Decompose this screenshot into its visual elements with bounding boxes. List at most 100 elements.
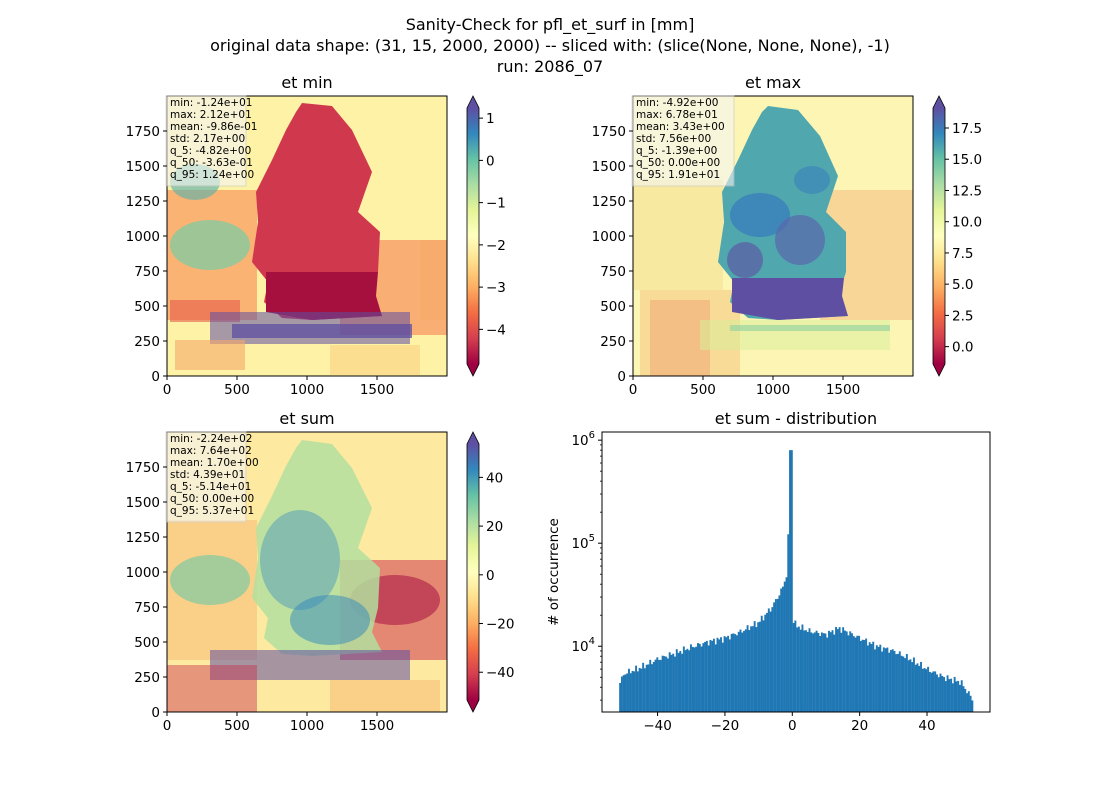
histogram-bar (905, 653, 908, 712)
histogram-bar (753, 621, 756, 712)
histogram-bar (849, 631, 852, 712)
histogram-bar (799, 629, 802, 712)
histogram-bar (643, 668, 646, 712)
histogram-bar (898, 651, 901, 712)
histogram-bar (679, 650, 682, 712)
histogram-bar (886, 647, 889, 712)
histogram-bar (856, 635, 859, 712)
y-tick-label: 0 (151, 369, 160, 385)
histogram-bar (889, 650, 892, 712)
histogram-bar (854, 637, 857, 712)
figure-title-line-1: Sanity-Check for pfl_et_surf in [mm] (406, 15, 695, 35)
histogram-bar (943, 677, 945, 712)
histogram-bar (960, 680, 963, 712)
y-tick-label: 250 (134, 670, 160, 686)
histogram-bar (950, 678, 953, 712)
colorbar-tick-label: 0.0 (952, 340, 973, 356)
histogram-bar (845, 631, 848, 712)
y-tick-label: 1000 (126, 565, 160, 581)
panel-et-sum-distribution: et sum - distribution −40 −20 0 20 40 104 105 1… (546, 409, 991, 734)
stat-mean: mean: -9.86e-01 (170, 121, 257, 133)
histogram-bars (619, 450, 974, 712)
histogram-bar (822, 633, 825, 712)
histogram-bar (868, 642, 871, 712)
panel-et-min: et min min: -1.24e+01 max: 2.12e+01 mean… (126, 73, 506, 398)
histogram-bar (693, 647, 696, 712)
histogram-bar (870, 643, 873, 712)
histogram-bar (859, 640, 862, 712)
histogram-bar (773, 602, 776, 712)
histogram-bar (881, 651, 884, 712)
histogram-bar (651, 664, 653, 712)
histogram-bar (817, 632, 820, 712)
histogram-bar (927, 666, 930, 712)
stat-mean: mean: 3.43e+00 (636, 121, 725, 133)
panel-et-max-title: et max (745, 73, 801, 92)
stat-min: min: -4.92e+00 (636, 97, 718, 109)
histogram-bar (652, 661, 655, 712)
histogram-bar (787, 534, 790, 712)
panel-et-max-stats: min: -4.92e+00 max: 6.78e+01 mean: 3.43e… (631, 95, 735, 187)
histogram-bar (766, 612, 768, 712)
histogram-bar (759, 621, 761, 712)
y-tick-label: 1500 (126, 495, 160, 511)
histogram-bar (647, 664, 650, 712)
colorbar-tick-label: 10.0 (952, 215, 982, 231)
histogram-bar (833, 634, 836, 712)
histogram-bar (920, 661, 922, 712)
histogram-bar (737, 631, 740, 712)
histogram-bar (704, 641, 707, 712)
histogram-bar (882, 647, 885, 712)
histogram-bar (785, 577, 788, 712)
x-tick-label: 500 (690, 382, 716, 398)
x-tick-label: 40 (918, 718, 935, 734)
histogram-bar (751, 626, 754, 712)
histogram-bar (746, 625, 749, 712)
histogram-bar (665, 656, 668, 712)
colorbar-tick-label: −3 (486, 280, 506, 296)
stat-q5: q_5: -4.82e+00 (170, 145, 251, 157)
histogram-bar (858, 635, 861, 712)
panel-et-min-title: et min (281, 73, 332, 92)
histogram-bar (944, 681, 947, 712)
histogram-bar (622, 675, 625, 712)
histogram-frame (601, 431, 991, 713)
histogram-bar (819, 635, 822, 712)
histogram-bar (790, 450, 793, 712)
histogram-bar (700, 646, 703, 712)
histogram-bar (865, 638, 868, 712)
histogram-bar (805, 630, 807, 712)
x-tick-label: 1500 (826, 382, 860, 398)
histogram-bar (909, 659, 912, 712)
histogram-bar (659, 659, 662, 712)
histogram-bar (941, 675, 944, 712)
panel-et-min-axes: 0 500 1000 1500 0 250 500 750 1000 1250 1500 1750 (126, 124, 395, 398)
histogram-bar (792, 622, 795, 712)
histogram-bar (714, 644, 717, 712)
x-tick-label: 0 (629, 382, 638, 398)
y-tick-label: 1750 (592, 124, 626, 140)
histogram-bar (875, 645, 878, 712)
histogram-bar (686, 648, 689, 712)
histogram-bar (778, 595, 781, 712)
histogram-bar (951, 683, 954, 712)
histogram-bar (718, 639, 721, 712)
histogram-bar (688, 650, 691, 712)
colorbar-tick-label: 1 (486, 111, 495, 127)
histogram-bar (911, 662, 914, 712)
histogram-bar (727, 635, 730, 712)
histogram-bar (831, 630, 834, 712)
histogram-bar (707, 645, 710, 712)
stat-q50: q_50: -3.63e-01 (170, 157, 253, 169)
histogram-bar (743, 630, 745, 712)
colorbar-et-sum-ticks: 40 20 0 −20 −40 (479, 470, 515, 681)
histogram-bar (684, 650, 687, 712)
y-tick-label: 105 (571, 533, 595, 552)
histogram-bar (946, 675, 949, 712)
histogram-bar (782, 586, 784, 712)
histogram-bar (888, 652, 891, 712)
histogram-bar (808, 628, 811, 712)
colorbar-tick-label: 0 (486, 568, 495, 584)
panel-et-sum-axes: 0 500 1000 1500 0 250 500 750 1000 1250 1500 1750 (126, 460, 395, 734)
x-tick-label: −20 (711, 718, 740, 734)
